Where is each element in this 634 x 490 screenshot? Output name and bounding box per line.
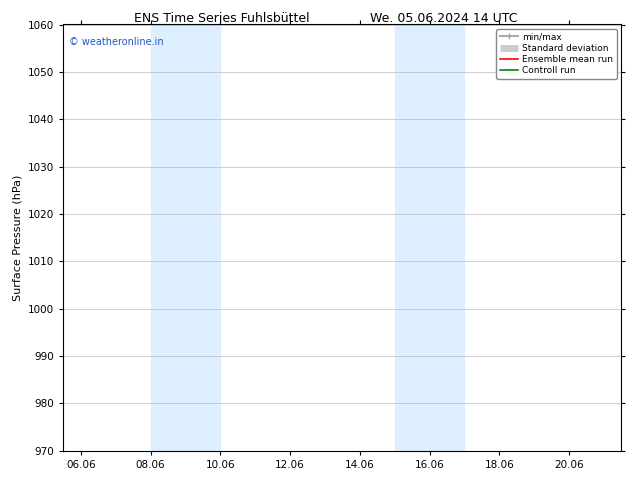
Text: ENS Time Series Fuhlsbüttel: ENS Time Series Fuhlsbüttel <box>134 12 310 25</box>
Text: © weatheronline.in: © weatheronline.in <box>69 37 164 48</box>
Bar <box>394 24 464 451</box>
Bar <box>150 24 221 451</box>
Text: We. 05.06.2024 14 UTC: We. 05.06.2024 14 UTC <box>370 12 517 25</box>
Legend: min/max, Standard deviation, Ensemble mean run, Controll run: min/max, Standard deviation, Ensemble me… <box>496 29 617 79</box>
Y-axis label: Surface Pressure (hPa): Surface Pressure (hPa) <box>13 174 23 301</box>
